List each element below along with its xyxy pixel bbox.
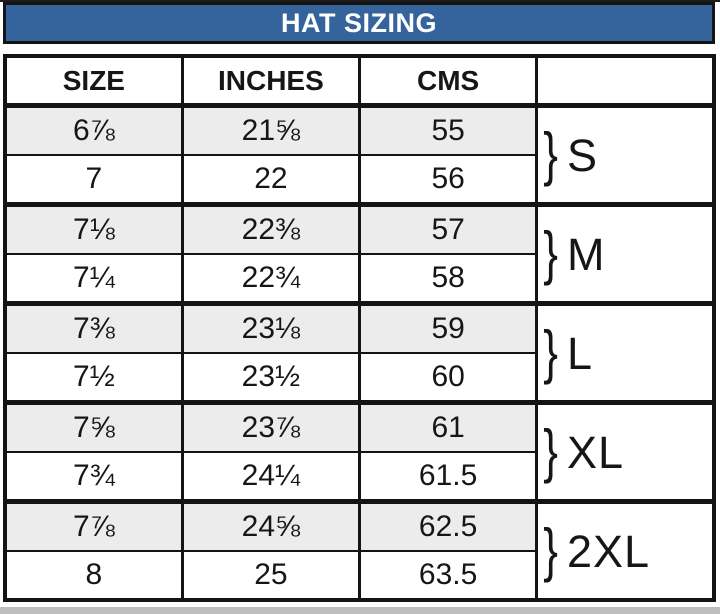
table-row: 7⅜ 23⅛ 59} L <box>3 301 716 404</box>
inches-cell: 22¾ <box>180 253 362 305</box>
brace-glyph: } <box>543 319 558 386</box>
size-group-cell: } XL <box>535 400 716 503</box>
table-header: SIZE INCHES CMS <box>3 55 716 107</box>
size-group-cell: } L <box>535 301 716 404</box>
cms-cell: 56 <box>357 154 539 206</box>
cms-cell: 55 <box>357 103 539 156</box>
table-row: 7¾ 24¼ 61.5 <box>3 451 714 503</box>
table-row: 7⅝ 23⅞ 61} XL <box>3 400 716 503</box>
inches-cell: 24¼ <box>180 451 362 503</box>
size-group-cell: } 2XL <box>535 499 716 601</box>
table-row: 6⅞ 21⅝ 55} S <box>3 103 716 206</box>
column-header-cms: CMS <box>357 55 539 107</box>
size-group: } M <box>543 224 711 283</box>
size-group-label: L <box>566 327 593 379</box>
brace-glyph: } <box>543 418 558 485</box>
inches-cell: 24⅝ <box>180 499 362 552</box>
top-edge-strip <box>0 0 720 2</box>
sizing-table-body: 6⅞ 21⅝ 55} S 7 22 56 7⅛ 22⅜ 57} M 7¼ 22¾ 58 7⅜ 23⅛ 59} L 7… <box>3 103 716 601</box>
inches-cell: 23½ <box>180 352 362 404</box>
hat-sizing-table: SIZE INCHES CMS 6⅞ 21⅝ 55} S 7 22 56 7⅛ 22⅜ 57} M 7… <box>3 54 716 602</box>
table-row: 7⅞ 24⅝ 62.5} 2XL <box>3 499 716 601</box>
size-cell: 7⅝ <box>3 400 184 453</box>
size-cell: 7½ <box>3 352 184 404</box>
bottom-edge-strip <box>0 607 720 614</box>
inches-cell: 23⅞ <box>180 400 362 453</box>
size-group-label: M <box>566 228 606 280</box>
size-group: } L <box>543 323 711 382</box>
inches-cell: 22 <box>180 154 362 206</box>
size-group-label: 2XL <box>566 525 651 577</box>
cms-cell: 60 <box>357 352 539 404</box>
inches-cell: 23⅛ <box>180 301 362 354</box>
header-row: SIZE INCHES CMS <box>3 55 716 107</box>
column-header-size: SIZE <box>3 55 184 107</box>
brace-glyph: } <box>543 517 558 584</box>
cms-cell: 57 <box>357 202 539 255</box>
size-cell: 8 <box>3 550 184 601</box>
title-bar: HAT SIZING <box>3 2 715 44</box>
size-group-cell: } M <box>535 202 716 305</box>
table-row: 7 22 56 <box>3 154 714 206</box>
size-group: } XL <box>543 422 711 481</box>
size-cell: 7⅞ <box>3 499 184 552</box>
size-cell: 7¼ <box>3 253 184 305</box>
column-header-group <box>535 55 716 107</box>
inches-cell: 22⅜ <box>180 202 362 255</box>
cms-cell: 62.5 <box>357 499 539 552</box>
page-title: HAT SIZING <box>281 7 437 38</box>
size-cell: 7 <box>3 154 184 206</box>
brace-glyph: } <box>543 220 558 287</box>
size-group-label: S <box>566 129 598 181</box>
size-cell: 6⅞ <box>3 103 184 156</box>
table-row: 7¼ 22¾ 58 <box>3 253 714 305</box>
size-group: } 2XL <box>543 521 711 580</box>
size-cell: 7⅛ <box>3 202 184 255</box>
cms-cell: 61 <box>357 400 539 453</box>
table-row: 7½ 23½ 60 <box>3 352 714 404</box>
inches-cell: 21⅝ <box>180 103 362 156</box>
size-group: } S <box>543 125 711 184</box>
size-group-cell: } S <box>535 103 716 206</box>
cms-cell: 59 <box>357 301 539 354</box>
cms-cell: 61.5 <box>357 451 539 503</box>
brace-glyph: } <box>543 121 558 188</box>
table-row: 7⅛ 22⅜ 57} M <box>3 202 716 305</box>
table-row: 8 25 63.5 <box>3 550 714 601</box>
size-cell: 7⅜ <box>3 301 184 354</box>
cms-cell: 58 <box>357 253 539 305</box>
inches-cell: 25 <box>180 550 362 601</box>
cms-cell: 63.5 <box>357 550 539 601</box>
size-group-label: XL <box>566 426 624 478</box>
column-header-inches: INCHES <box>180 55 362 107</box>
size-cell: 7¾ <box>3 451 184 503</box>
